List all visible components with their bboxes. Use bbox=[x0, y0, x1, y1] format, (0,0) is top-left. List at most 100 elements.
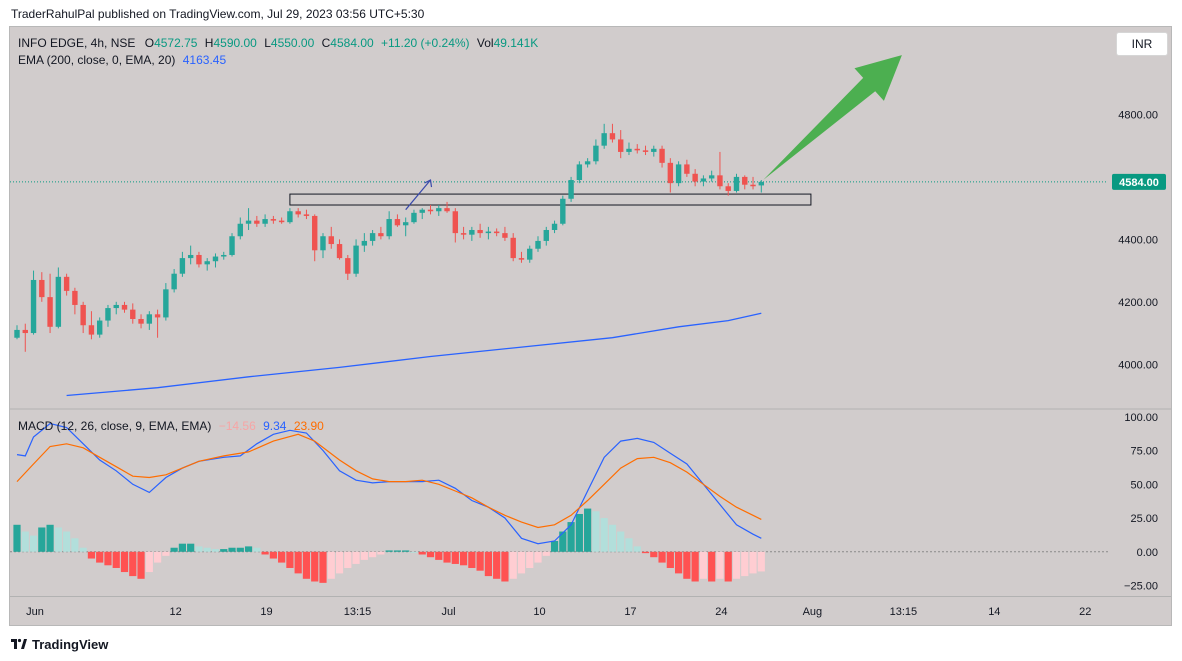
candle-body bbox=[535, 240, 541, 249]
macd-histogram-bar bbox=[360, 551, 368, 560]
candle-body bbox=[312, 215, 318, 251]
candle-body bbox=[427, 209, 434, 212]
candle-body bbox=[270, 219, 277, 221]
time-tick-label: 24 bbox=[715, 606, 727, 618]
low-value: 4550.00 bbox=[270, 36, 315, 50]
target-arrow-shape bbox=[763, 55, 902, 180]
macd-histogram-value: −14.56 bbox=[218, 419, 256, 433]
close-value: 4584.00 bbox=[330, 36, 374, 50]
candle-body bbox=[411, 212, 417, 223]
candle-body bbox=[353, 245, 359, 274]
support-zone-rectangle bbox=[289, 193, 812, 206]
macd-histogram-bar bbox=[278, 551, 286, 563]
candle-body bbox=[80, 304, 86, 326]
macd-histogram-bar bbox=[302, 551, 311, 579]
candle-body bbox=[609, 133, 616, 140]
candle-body bbox=[667, 162, 674, 184]
macd-histogram-bar bbox=[666, 551, 674, 568]
candle-body bbox=[295, 211, 301, 215]
currency-button[interactable]: INR bbox=[1116, 32, 1168, 56]
macd-histogram-bar bbox=[385, 550, 393, 552]
macd-histogram-bar bbox=[584, 508, 592, 552]
candle-body bbox=[303, 214, 310, 216]
macd-line-value: 9.34 bbox=[263, 419, 287, 433]
candle-body bbox=[601, 133, 607, 146]
candle-body bbox=[163, 289, 169, 318]
macd-histogram-bar bbox=[244, 546, 253, 552]
price-tick-label: 4400.00 bbox=[1118, 234, 1158, 246]
macd-histogram-bar bbox=[542, 551, 550, 556]
candle-body bbox=[171, 273, 177, 290]
candle-body bbox=[518, 258, 525, 260]
macd-histogram-bar bbox=[319, 551, 327, 583]
candle-body bbox=[14, 329, 20, 338]
candle-body bbox=[436, 208, 442, 212]
macd-histogram-bar bbox=[187, 543, 195, 552]
candle-body bbox=[750, 184, 756, 187]
macd-line bbox=[16, 422, 762, 545]
candle-body bbox=[551, 223, 558, 230]
candle-body bbox=[543, 229, 549, 241]
macd-histogram-bar bbox=[311, 551, 319, 582]
candle-body bbox=[369, 233, 376, 241]
candle-body bbox=[204, 261, 210, 265]
last-price-badge bbox=[1112, 173, 1166, 190]
ema-200-line bbox=[66, 312, 762, 397]
macd-histogram-bar bbox=[608, 524, 617, 552]
time-tick-label: 10 bbox=[533, 606, 545, 618]
macd-histogram-bar bbox=[195, 546, 203, 552]
macd-histogram-bar bbox=[153, 551, 162, 563]
macd-histogram-bar bbox=[509, 551, 517, 579]
macd-histogram-bar bbox=[741, 551, 749, 577]
tradingview-logo-icon bbox=[11, 638, 27, 649]
time-tick-label: 19 bbox=[260, 606, 272, 618]
price-tick-label: 4200.00 bbox=[1118, 297, 1158, 309]
macd-histogram-bar bbox=[54, 527, 62, 552]
chart-canvas[interactable]: 4000.004200.004400.004800.005000.004584.… bbox=[10, 27, 1171, 625]
macd-histogram-bar bbox=[178, 543, 186, 552]
candle-body bbox=[626, 148, 632, 152]
time-tick-label: 13:15 bbox=[890, 606, 918, 618]
macd-histogram-bar bbox=[534, 551, 542, 563]
macd-histogram-bar bbox=[145, 551, 153, 573]
ohlc-legend: INFO EDGE, 4h, NSE O4572.75 H4590.00 L45… bbox=[18, 36, 538, 50]
chart-frame[interactable]: 4000.004200.004400.004800.005000.004584.… bbox=[9, 26, 1172, 626]
candle-body bbox=[105, 308, 111, 321]
macd-histogram-bar bbox=[658, 551, 666, 563]
macd-histogram-bar bbox=[269, 551, 277, 559]
time-tick-label: 13:15 bbox=[344, 606, 372, 618]
macd-histogram-bar bbox=[426, 551, 435, 558]
candle-body bbox=[419, 209, 425, 213]
macd-histogram-bar bbox=[550, 540, 559, 552]
candle-body bbox=[469, 229, 475, 235]
macd-histogram-bar bbox=[104, 551, 112, 566]
macd-histogram-bar bbox=[675, 551, 683, 574]
macd-histogram-bar bbox=[402, 550, 410, 552]
macd-histogram-bar bbox=[170, 547, 178, 552]
macd-histogram-bar bbox=[484, 551, 492, 577]
candle-body bbox=[452, 211, 459, 234]
candle-body bbox=[345, 258, 351, 274]
volume-label: Vol bbox=[476, 36, 494, 50]
candle-body bbox=[444, 208, 450, 212]
candle-body bbox=[221, 254, 227, 257]
high-label: H bbox=[204, 36, 214, 50]
time-tick-label: Aug bbox=[803, 606, 823, 618]
macd-histogram-bar bbox=[335, 551, 344, 574]
macd-histogram-bar bbox=[112, 551, 120, 568]
macd-histogram-bar bbox=[63, 531, 71, 552]
footer: TradingView bbox=[11, 634, 108, 654]
candle-body bbox=[477, 229, 483, 234]
candle-body bbox=[576, 164, 583, 181]
candle-body bbox=[568, 180, 574, 199]
macd-histogram-bar bbox=[476, 551, 484, 571]
candle-body bbox=[642, 150, 649, 152]
macd-tick-label: 50.00 bbox=[1130, 479, 1158, 491]
macd-tick-label: 25.00 bbox=[1130, 513, 1158, 525]
macd-histogram-bar bbox=[21, 531, 29, 552]
macd-histogram-bar bbox=[129, 551, 137, 577]
candle-body bbox=[254, 220, 260, 224]
macd-histogram-bar bbox=[393, 550, 402, 552]
macd-histogram-bar bbox=[691, 551, 699, 582]
candle-body bbox=[262, 219, 268, 224]
